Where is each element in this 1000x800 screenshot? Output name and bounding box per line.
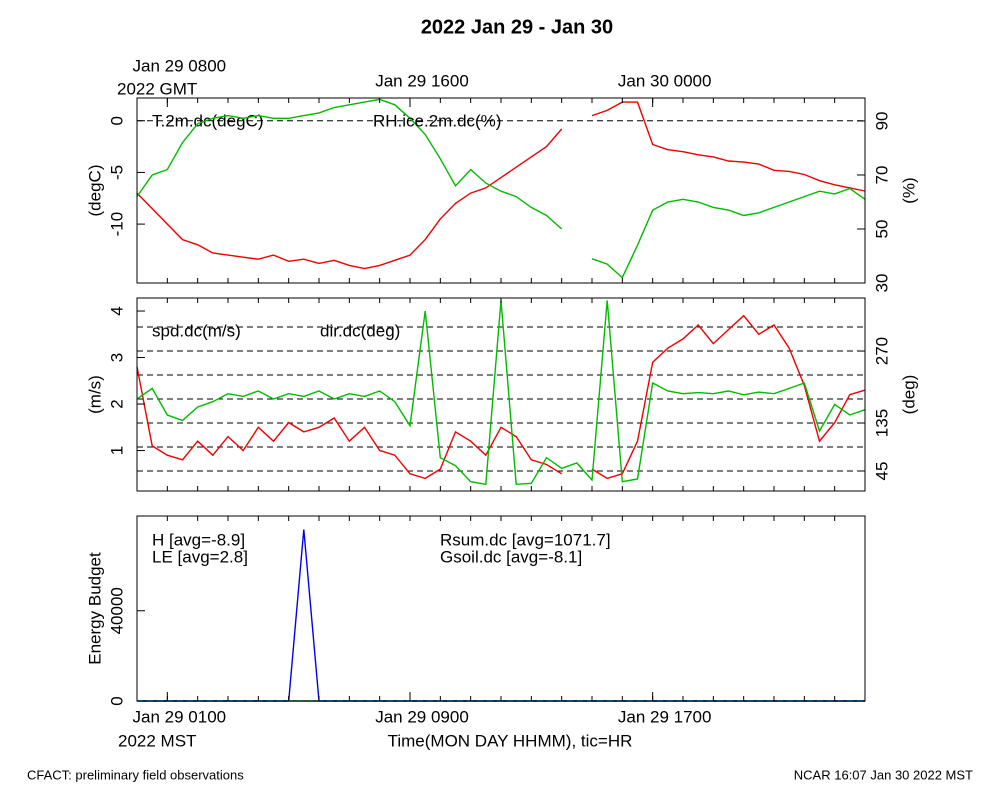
y-tick-label: 4 — [107, 306, 126, 315]
y2-tick-label: 45 — [872, 462, 891, 481]
page-title: 2022 Jan 29 - Jan 30 — [421, 16, 613, 38]
y2-axis-label: (deg) — [899, 375, 918, 415]
y-tick-label: -10 — [107, 212, 126, 237]
y-tick-label: -5 — [107, 165, 126, 180]
y2-tick-label: 30 — [872, 274, 891, 293]
legend-entry: Rsum.dc [avg=1071.7] — [440, 530, 611, 549]
x2-zone-label: 2022 GMT — [117, 79, 197, 98]
y2-tick-label: 70 — [872, 166, 891, 185]
series-line — [136, 314, 866, 480]
legend-entry: LE [avg=2.8] — [152, 547, 248, 566]
y-tick-label: 2 — [107, 399, 126, 408]
series-line — [136, 101, 866, 270]
x-tick-label: Jan 29 1700 — [618, 707, 712, 726]
y-tick-label: 0 — [107, 696, 126, 705]
x2-tick-label: Jan 29 1600 — [375, 71, 469, 90]
footer-left: CFACT: preliminary field observations — [27, 767, 244, 782]
series-line — [136, 98, 866, 279]
y2-axis-label: (%) — [899, 177, 918, 203]
x-tick-label: Jan 29 0900 — [375, 707, 469, 726]
legend-entry: spd.dc(m/s) — [152, 321, 241, 340]
legend-entry: T.2m.dc(degC) — [152, 111, 263, 130]
legend-entry: Gsoil.dc [avg=-8.1] — [440, 547, 582, 566]
x-axis-label: Time(MON DAY HHMM), tic=HR — [388, 731, 633, 750]
y2-tick-label: 135 — [872, 409, 891, 437]
y-axis-label: (m/s) — [85, 375, 104, 414]
legend-entry: H [avg=-8.9] — [152, 530, 245, 549]
y2-tick-label: 50 — [872, 220, 891, 239]
y-tick-label: 40000 — [107, 587, 126, 634]
legend-entry: dir.dc(deg) — [320, 321, 400, 340]
y2-tick-label: 270 — [872, 337, 891, 365]
y-tick-label: 0 — [107, 116, 126, 125]
x-zone-label: 2022 MST — [118, 731, 196, 750]
y-tick-label: 1 — [107, 446, 126, 455]
x2-tick-label: Jan 29 0800 — [133, 56, 227, 75]
y-axis-label: (degC) — [85, 165, 104, 217]
y2-tick-label: 90 — [872, 111, 891, 130]
footer-right: NCAR 16:07 Jan 30 2022 MST — [794, 767, 973, 782]
y-axis-label: Energy Budget — [85, 552, 104, 665]
y-tick-label: 3 — [107, 353, 126, 362]
x-tick-label: Jan 29 0100 — [133, 707, 227, 726]
x2-tick-label: Jan 30 0000 — [618, 71, 712, 90]
legend-entry: RH.ice.2m.dc(%) — [373, 111, 501, 130]
